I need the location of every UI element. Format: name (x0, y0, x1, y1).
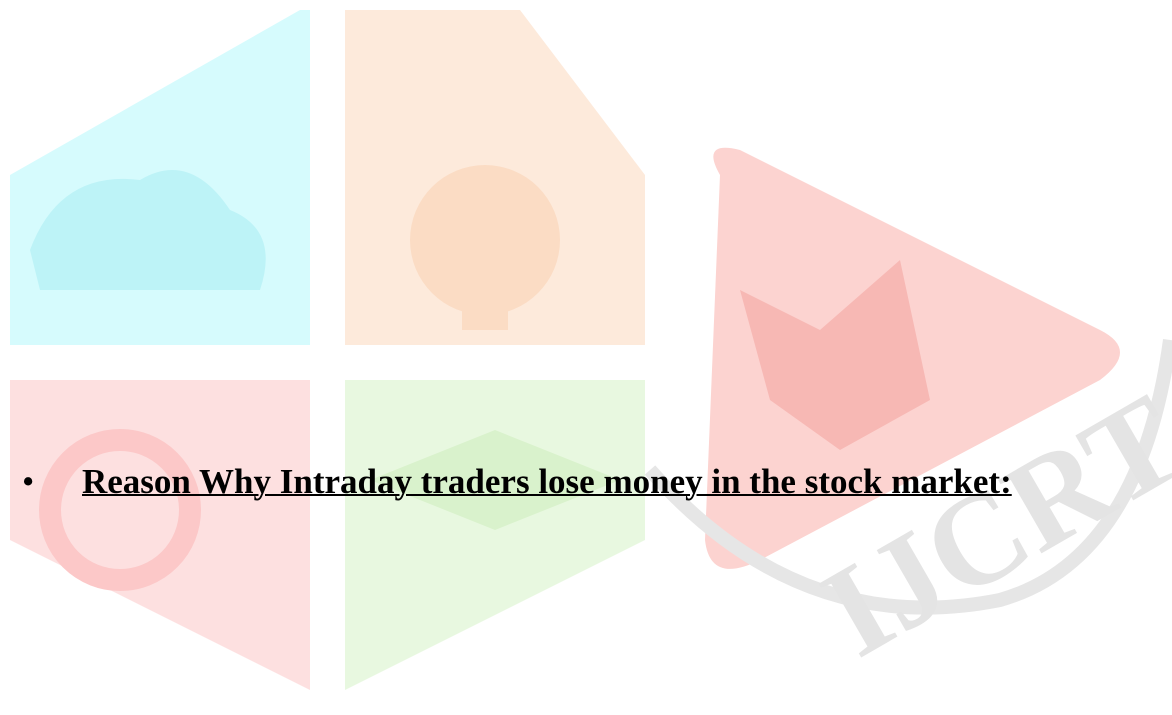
heading-text: Reason Why Intraday traders lose money i… (82, 462, 1012, 501)
wm-arc (644, 339, 1172, 615)
wm-book (740, 260, 930, 450)
wm-cloud (30, 170, 266, 290)
wm-panel-green (345, 380, 645, 690)
bullet: • (22, 462, 35, 501)
heading: • Reason Why Intraday traders lose money … (22, 462, 1012, 502)
wm-bulb-base (462, 300, 508, 330)
wm-cap (370, 430, 620, 530)
wm-bulb (410, 165, 560, 315)
wm-gear (39, 429, 201, 591)
